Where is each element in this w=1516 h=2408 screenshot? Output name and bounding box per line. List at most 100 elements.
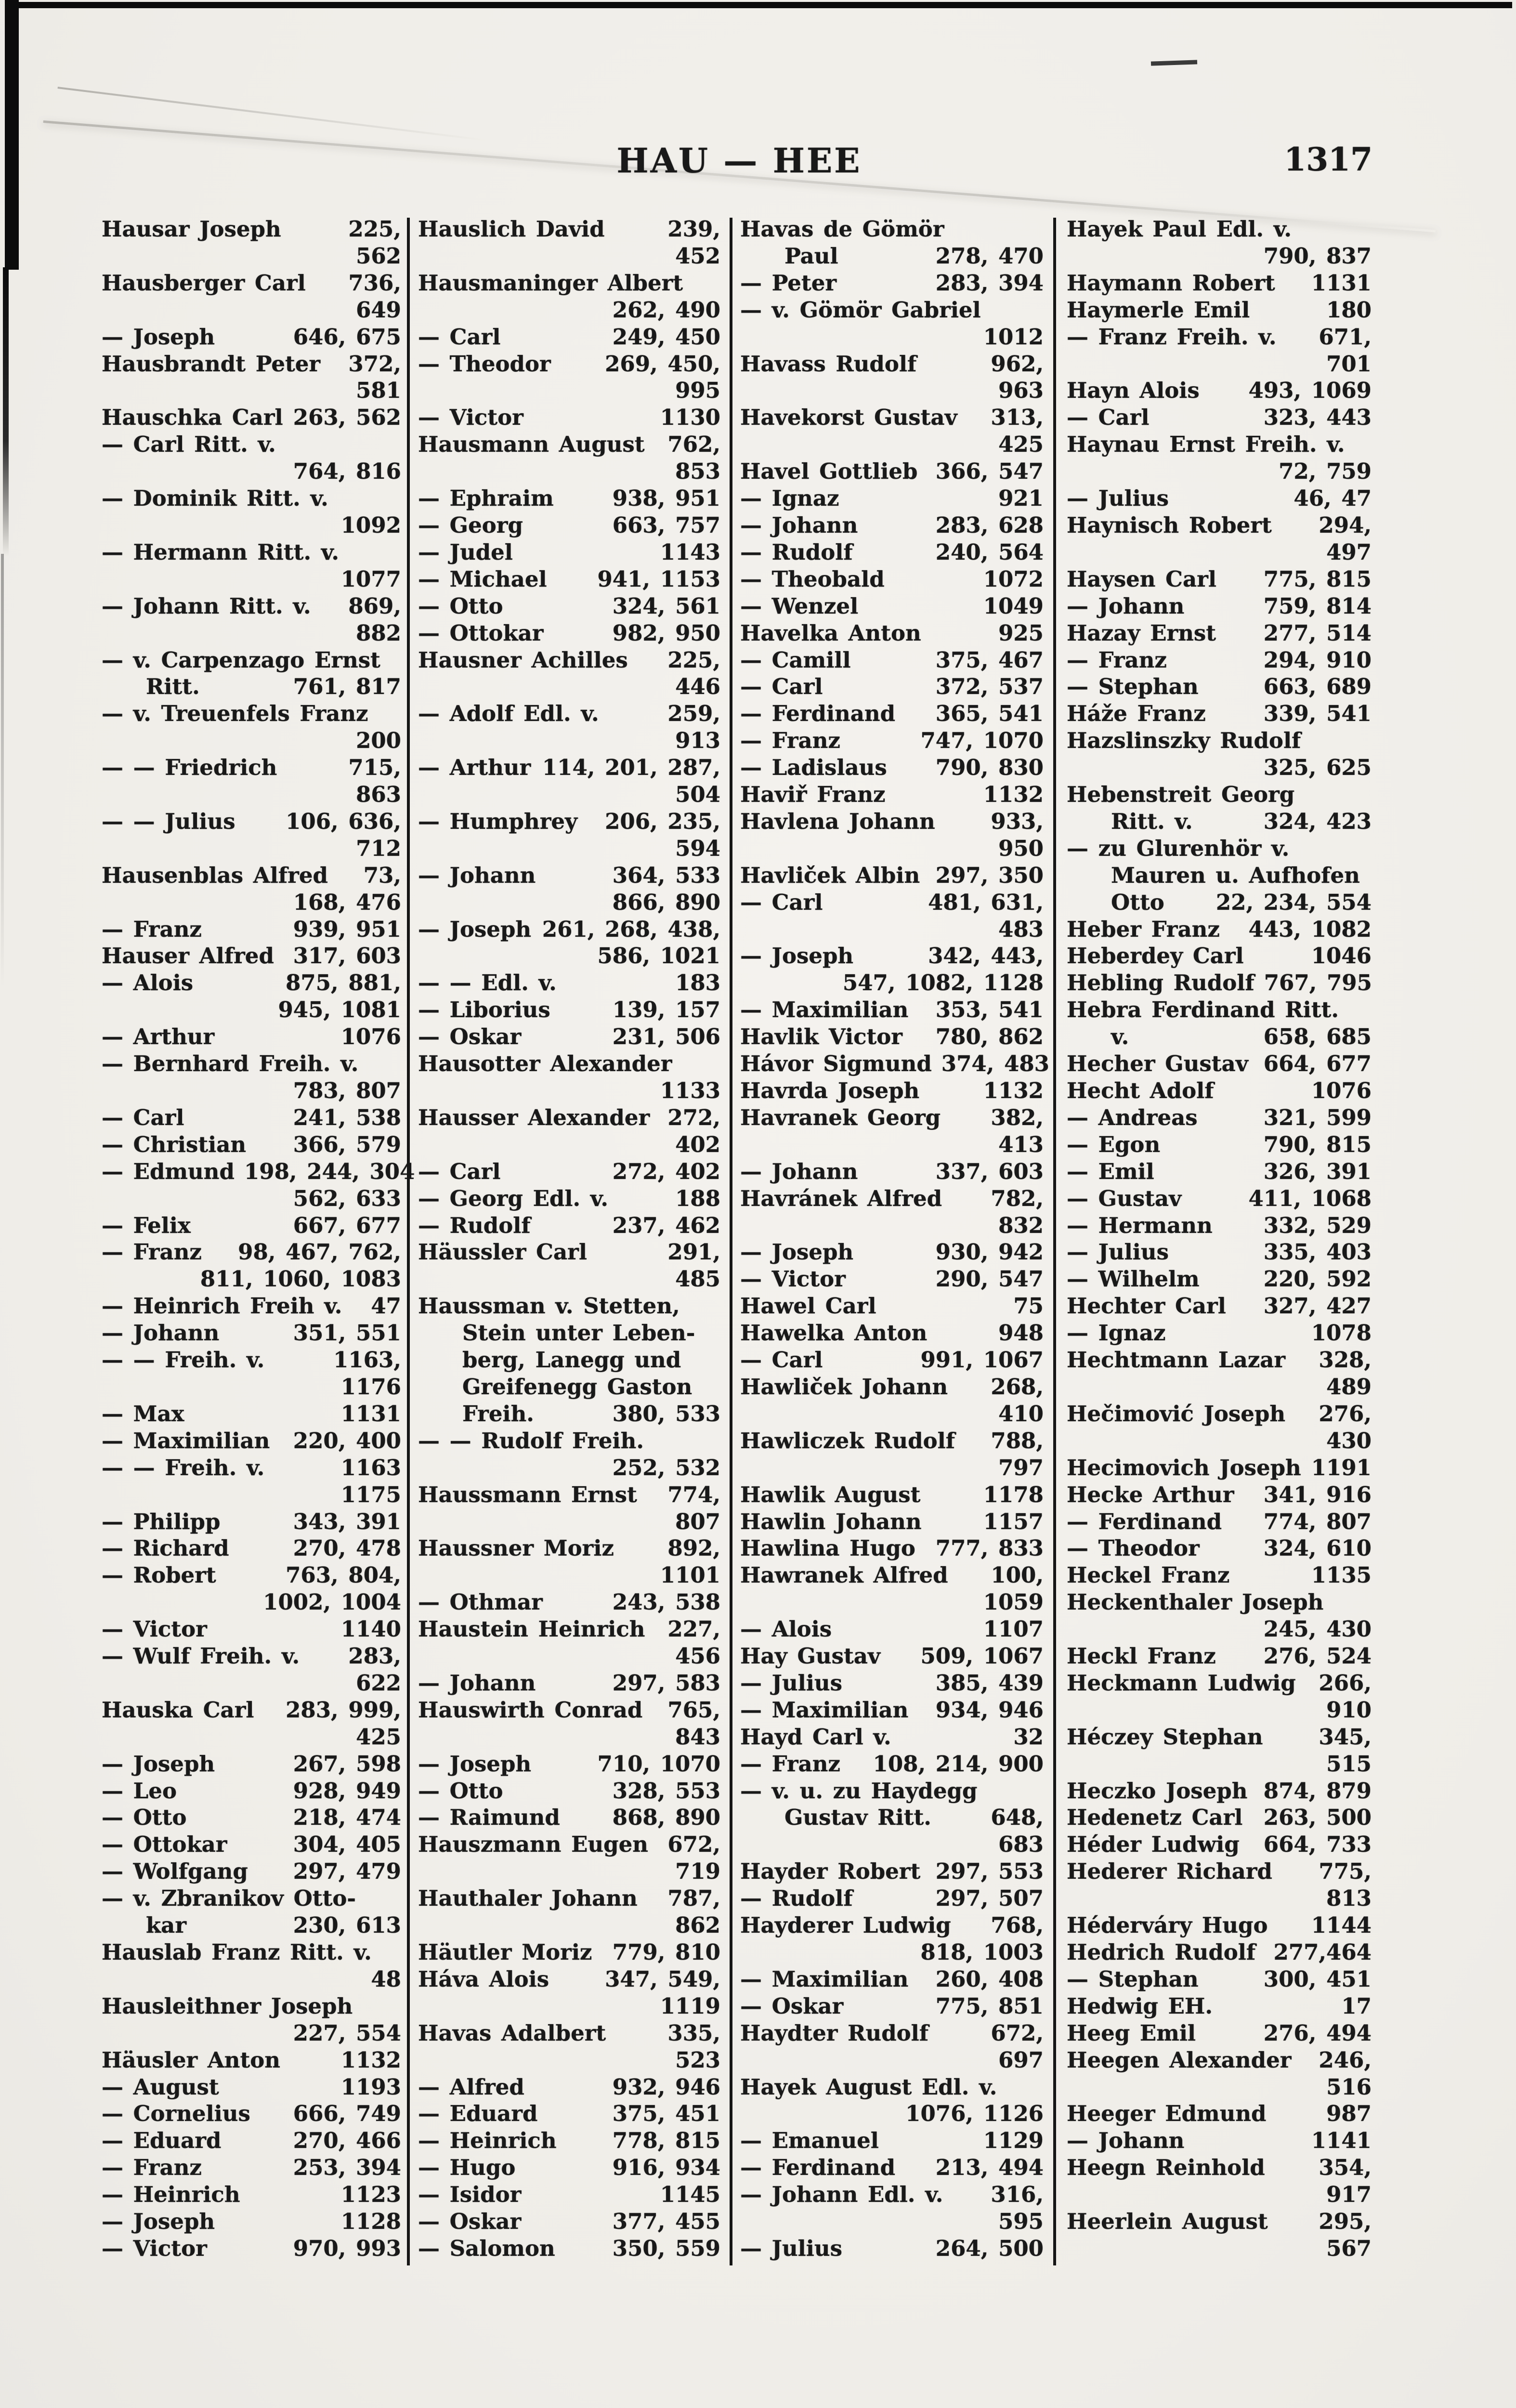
index-entry-line: 945, 1081 — [102, 996, 401, 1023]
index-entry-line: 168, 476 — [102, 889, 401, 916]
entry-name: Hayd Carl v. — [740, 1724, 891, 1750]
index-entry-line: — Arthur 1076 — [102, 1023, 401, 1050]
entry-page-refs: 260, 408 — [935, 1966, 1044, 1992]
entry-page-refs: 663, 689 — [1263, 674, 1372, 700]
entry-page-refs: 832 — [998, 1212, 1044, 1238]
index-entry-line: — Wilhelm 220, 592 — [1067, 1266, 1372, 1293]
index-entry-line: — Joseph 1128 — [102, 2208, 401, 2235]
index-entry-line: — Julius 46, 47 — [1067, 485, 1372, 512]
entry-name: — Julius — [740, 2235, 842, 2261]
entry-page-refs: 1076 — [340, 1024, 401, 1050]
entry-name: — Johann — [1067, 593, 1185, 619]
entry-name: Havlik Victor — [740, 1024, 902, 1050]
entry-name: Hayek Paul Edl. v. — [1067, 216, 1292, 242]
index-entry-line: — Franz 108, 214, 900 — [740, 1751, 1044, 1778]
index-entry-line: Havelka Anton 925 — [740, 620, 1044, 647]
index-entry-line: — Rudolf 240, 564 — [740, 539, 1044, 566]
entry-page-refs: 73, — [363, 862, 401, 888]
entry-page-refs: 243, 538 — [612, 1589, 720, 1615]
entry-page-refs: 252, 532 — [612, 1454, 720, 1480]
entry-page-refs: 443, 1082 — [1248, 916, 1372, 942]
entry-page-refs: 515 — [1326, 1751, 1372, 1777]
entry-name: Hávor Sigmund — [740, 1051, 932, 1077]
entry-name: Havas de Gömör — [740, 216, 944, 242]
entry-name: — Victor — [102, 2235, 207, 2261]
index-entry-line: 1002, 1004 — [102, 1589, 401, 1616]
entry-name: — Ottokar — [102, 1832, 227, 1858]
entry-page-refs: 253, 394 — [293, 2155, 401, 2181]
entry-name: — Johann — [740, 512, 858, 538]
entry-page-refs: 547, 1082, 1128 — [842, 970, 1044, 996]
entry-page-refs: 818, 1003 — [920, 1939, 1044, 1965]
index-entry-line: — Heinrich 1123 — [102, 2181, 401, 2208]
entry-page-refs: 108, 214, 900 — [873, 1751, 1044, 1777]
index-entry-line: 504 — [418, 781, 720, 808]
entry-page-refs: 768, — [991, 1912, 1044, 1938]
entry-name: — Franz — [1067, 647, 1167, 673]
entry-name: — Johann — [740, 1158, 858, 1184]
index-entry-line: Heerlein August 295, — [1067, 2208, 1372, 2235]
entry-name: Hawlin Johann — [740, 1508, 922, 1534]
index-entry-line: 697 — [740, 2047, 1044, 2074]
entry-page-refs: 375, 467 — [935, 647, 1044, 673]
entry-page-refs: 1078 — [1311, 1320, 1372, 1346]
index-entry-line: — Georg 663, 757 — [418, 512, 720, 539]
index-entry-line: — Peter 283, 394 — [740, 270, 1044, 297]
entry-page-refs: 1002, 1004 — [263, 1589, 401, 1615]
index-entry-line: — Maximilian 934, 946 — [740, 1697, 1044, 1724]
index-entry-line: 1176 — [102, 1374, 401, 1400]
entry-name: Hecht Adolf — [1067, 1078, 1214, 1103]
index-entry-line: 1119 — [418, 1993, 720, 2020]
entry-page-refs: 509, 1067 — [920, 1643, 1044, 1669]
entry-name: — Franz — [740, 1751, 840, 1777]
entry-page-refs: 1163 — [340, 1454, 401, 1480]
entry-page-refs: 775, 851 — [935, 1993, 1044, 2019]
entry-page-refs: 180 — [1326, 297, 1372, 323]
entry-name: Hechtmann Lazar — [1067, 1347, 1286, 1373]
index-entry-line: — Alois 1107 — [740, 1616, 1044, 1643]
entry-page-refs: 736, — [348, 270, 401, 296]
entry-page-refs: 385, 439 — [935, 1670, 1044, 1696]
index-entry-line: Mauren u. Aufhofen — [1067, 862, 1372, 889]
index-entry-line: Haydter Rudolf 672, — [740, 2020, 1044, 2047]
index-entry-line: — Johann Edl. v. 316, — [740, 2181, 1044, 2208]
entry-page-refs: 987 — [1326, 2101, 1372, 2127]
entry-name: — Eduard — [102, 2128, 222, 2154]
entry-page-refs: 1175 — [340, 1481, 401, 1507]
index-entry-line: Hausbrandt Peter 372, — [102, 351, 401, 378]
index-entry-line: 807 — [418, 1508, 720, 1535]
entry-name: Hayder Robert — [740, 1858, 921, 1885]
index-entry-line: 719 — [418, 1858, 720, 1885]
index-column-2: Hauslich David 239, 452 Hausmaninger Albert… — [418, 216, 720, 2262]
entry-page-refs: 875, 881, — [286, 970, 401, 996]
entry-page-refs: 1107 — [983, 1616, 1044, 1642]
entry-page-refs: 297, 350 — [935, 862, 1044, 888]
entry-name: Otto — [1111, 889, 1164, 915]
index-entry-line: Hávor Sigmund 374, 483 — [740, 1050, 1049, 1077]
index-entry-line: Hauslab Franz Ritt. v. — [102, 1939, 401, 1966]
index-entry-line: Havas de Gömör — [740, 216, 1044, 243]
index-entry-line: — Franz Freih. v. 671, — [1067, 324, 1372, 351]
entry-page-refs: 1101 — [660, 1562, 720, 1588]
entry-page-refs: 945, 1081 — [278, 997, 401, 1023]
entry-name: — Julius — [1067, 1239, 1169, 1265]
index-entry-line: 430 — [1067, 1427, 1372, 1454]
index-entry-line: — Salomon 350, 559 — [418, 2235, 720, 2262]
index-entry-line: — v. u. zu Haydegg — [740, 1778, 1044, 1805]
index-entry-line: — Ignaz 1078 — [1067, 1320, 1372, 1347]
entry-name: — Victor — [418, 405, 523, 431]
entry-name: — Adolf Edl. v. — [418, 701, 599, 727]
entry-page-refs: 313, — [991, 405, 1044, 431]
index-entry-line: berg, Lanegg und — [418, 1347, 720, 1374]
entry-page-refs: 774, — [667, 1481, 720, 1507]
index-entry-line: 497 — [1067, 539, 1372, 566]
entry-name: — Stephan — [1067, 674, 1199, 700]
entry-name: — Oskar — [740, 1993, 844, 2019]
entry-page-refs: 779, 810 — [612, 1939, 720, 1965]
index-entry-line: Hazay Ernst 277, 514 — [1067, 620, 1372, 647]
entry-page-refs: 982, 950 — [612, 620, 720, 646]
index-entry-line: Hazslinszky Rudolf — [1067, 727, 1372, 754]
entry-name: v. — [1111, 1024, 1129, 1050]
entry-page-refs: 671, — [1319, 324, 1372, 350]
index-entry-line: — Ladislaus 790, 830 — [740, 754, 1044, 781]
